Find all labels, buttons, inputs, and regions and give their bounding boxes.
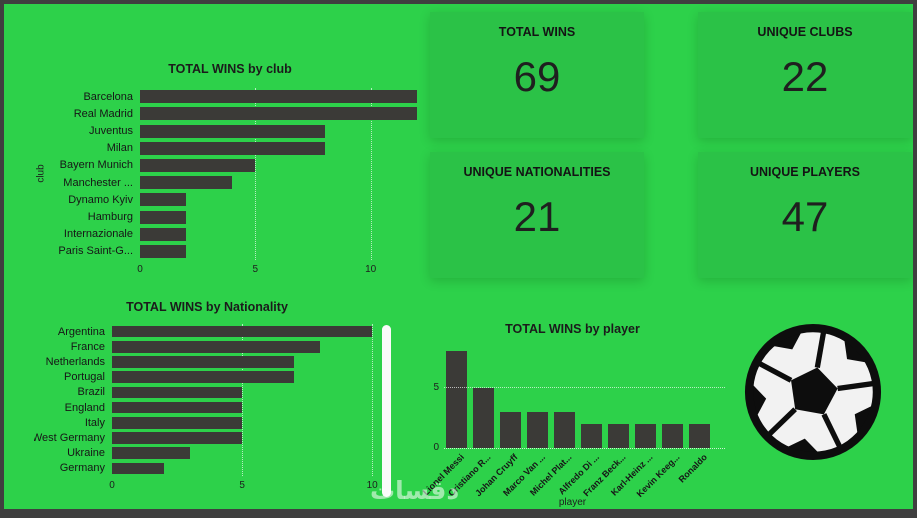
bar-hamburg[interactable] bbox=[140, 210, 187, 224]
bars bbox=[112, 324, 380, 476]
x-axis: 0 5 10 bbox=[109, 476, 380, 494]
bar-portugal[interactable] bbox=[112, 371, 295, 383]
category-label: Paris Saint-G... bbox=[58, 245, 133, 258]
scrollbar[interactable] bbox=[382, 325, 391, 497]
bar-west-germany[interactable] bbox=[112, 432, 243, 444]
bar-ronaldo[interactable] bbox=[689, 423, 710, 448]
category-label: Ukraine bbox=[67, 447, 105, 460]
chart-total-wins-by-club: TOTAL WINS by club club Barcelona Real Ma… bbox=[34, 62, 426, 296]
bar-paris-saint-g[interactable] bbox=[140, 244, 187, 258]
bar-dynamo-kyiv[interactable] bbox=[140, 193, 187, 207]
category-label: Barcelona bbox=[83, 90, 133, 103]
bar-internazionale[interactable] bbox=[140, 227, 187, 241]
bar-brazil[interactable] bbox=[112, 386, 243, 399]
bar-ukraine[interactable] bbox=[112, 447, 191, 459]
gridlines bbox=[140, 88, 426, 260]
bar-manchester[interactable] bbox=[140, 176, 233, 190]
chart-total-wins-by-nationality: TOTAL WINS by Nationality Argentina Franc… bbox=[34, 300, 380, 506]
bar-england[interactable] bbox=[112, 401, 243, 414]
bar-bayern-munich[interactable] bbox=[140, 158, 256, 172]
x-axis-tick: 0 bbox=[109, 480, 115, 491]
kpi-label: UNIQUE NATIONALITIES bbox=[463, 165, 611, 179]
category-label: Hamburg bbox=[87, 211, 133, 224]
kpi-card-unique-nationalities: UNIQUE NATIONALITIES 21 bbox=[430, 152, 644, 278]
chart-title: TOTAL WINS by club bbox=[168, 62, 292, 76]
category-axis: Argentina France Netherlands Portugal Brazil… bbox=[34, 324, 112, 494]
category-label: Netherlands bbox=[45, 356, 105, 368]
category-label: Brazil bbox=[77, 386, 105, 399]
bar-juventus[interactable] bbox=[140, 124, 325, 138]
category-label: West Germany bbox=[34, 432, 105, 445]
x-axis-tick: 0 bbox=[137, 264, 143, 275]
bar-kevin-keeg[interactable] bbox=[662, 423, 683, 448]
plot-area bbox=[140, 88, 426, 260]
kpi-value: 47 bbox=[781, 193, 829, 240]
bar-milan[interactable] bbox=[140, 141, 325, 155]
kpi-label: UNIQUE PLAYERS bbox=[750, 165, 860, 179]
bars bbox=[444, 344, 725, 448]
bar-franz-beck[interactable] bbox=[608, 423, 629, 448]
bar-france[interactable] bbox=[112, 341, 321, 353]
kpi-label: TOTAL WINS bbox=[498, 25, 576, 39]
category-label: Argentina bbox=[57, 325, 105, 338]
kpi-value: 21 bbox=[513, 193, 561, 240]
x-axis-tick: 5 bbox=[239, 480, 245, 491]
bar-barcelona[interactable] bbox=[140, 90, 417, 104]
bar-lionel-messi[interactable] bbox=[446, 351, 467, 448]
x-axis-tick: 10 bbox=[366, 480, 378, 491]
watermark: دقسات bbox=[370, 477, 460, 505]
category-label: Portugal bbox=[64, 371, 105, 384]
soccer-ball-icon bbox=[738, 317, 888, 467]
kpi-label: UNIQUE CLUBS bbox=[757, 25, 853, 39]
gridlines bbox=[112, 324, 380, 476]
y-axis-title-text: club bbox=[35, 164, 47, 183]
category-label: France bbox=[70, 340, 105, 353]
category-label: Manchester ... bbox=[63, 176, 133, 189]
x-axis-tick: 10 bbox=[365, 264, 377, 275]
y-axis-tick: 5 bbox=[433, 381, 439, 393]
y-axis-title: club bbox=[34, 88, 50, 278]
category-label: Bayern Munich bbox=[59, 159, 133, 172]
category-label: Milan bbox=[106, 142, 133, 155]
kpi-card-unique-clubs: UNIQUE CLUBS 22 bbox=[698, 12, 912, 138]
bar-johan-cruyff[interactable] bbox=[500, 411, 521, 448]
category-label: Real Madrid bbox=[73, 107, 133, 120]
x-axis: Lionel Messi Cristiano R... Johan Cruyff Ma… bbox=[421, 449, 725, 499]
kpi-card-total-wins: TOTAL WINS 69 bbox=[430, 12, 644, 138]
category-label: Internazionale bbox=[63, 228, 133, 241]
bar-italy[interactable] bbox=[112, 417, 243, 429]
bar-marco-van[interactable] bbox=[527, 411, 548, 448]
kpi-value: 69 bbox=[513, 53, 561, 100]
category-axis: Barcelona Real Madrid Juventus Milan Bayern … bbox=[50, 88, 140, 278]
bar-netherlands[interactable] bbox=[112, 356, 295, 368]
kpi-value: 22 bbox=[781, 53, 829, 100]
x-axis-tick: 5 bbox=[252, 264, 259, 275]
bar-michel-plat[interactable] bbox=[554, 411, 575, 448]
bar-germany[interactable] bbox=[112, 462, 165, 475]
x-axis-title: player bbox=[558, 497, 587, 508]
bar-karl-heinz[interactable] bbox=[635, 423, 656, 448]
category-label: Juventus bbox=[88, 125, 133, 137]
chart-title: TOTAL WINS by player bbox=[505, 322, 640, 336]
category-label: Dynamo Kyiv bbox=[68, 193, 133, 206]
category-label: Germany bbox=[59, 462, 105, 475]
bar-real-madrid[interactable] bbox=[140, 107, 417, 121]
x-axis: 0 5 10 bbox=[137, 260, 426, 278]
chart-title: TOTAL WINS by Nationality bbox=[126, 300, 288, 314]
bar-argentina[interactable] bbox=[112, 325, 373, 338]
bars bbox=[140, 88, 426, 260]
plot-area bbox=[112, 324, 380, 476]
kpi-card-unique-players: UNIQUE PLAYERS 47 bbox=[698, 152, 912, 278]
category-label: England bbox=[64, 401, 105, 414]
category-label: Italy bbox=[84, 416, 105, 429]
y-axis-tick: 0 bbox=[433, 442, 439, 453]
bar-cristiano-r[interactable] bbox=[473, 387, 494, 448]
bar-alfredo-di[interactable] bbox=[581, 423, 602, 448]
